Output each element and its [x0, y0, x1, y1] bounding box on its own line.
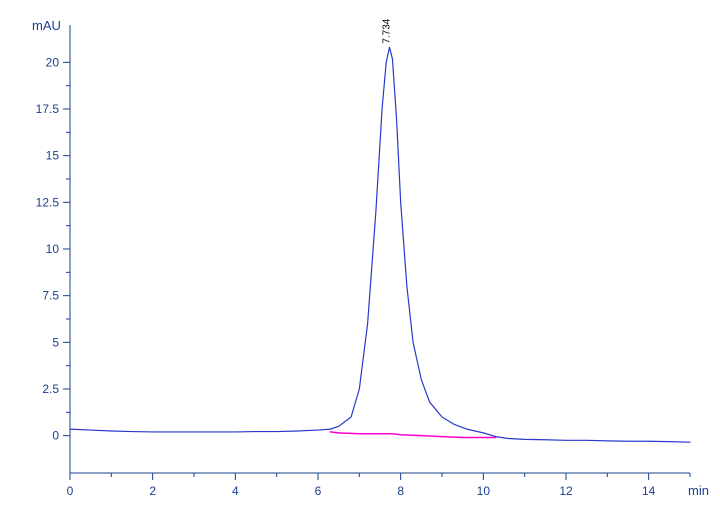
y-tick-label: 5: [52, 335, 59, 349]
chart-svg: 0 2 4 6 8 10 12 14 0 2.5 5 7.5 10 12.5 15 17.5 20 mAU min 7…: [0, 0, 720, 528]
x-tick-label: 6: [315, 484, 322, 498]
chromatogram-chart: 0 2 4 6 8 10 12 14 0 2.5 5 7.5 10 12.5 15 17.5 20 mAU min 7…: [0, 0, 720, 528]
y-tick-label: 17.5: [36, 102, 60, 116]
y-tick-label: 15: [46, 149, 60, 163]
x-axis-label: min: [688, 483, 709, 498]
y-tick-label: 10: [46, 242, 60, 256]
x-tick-label: 2: [149, 484, 156, 498]
y-axis-label: mAU: [32, 18, 61, 33]
x-tick-label: 4: [232, 484, 239, 498]
y-tick-label: 2.5: [42, 382, 59, 396]
x-tick-label: 12: [559, 484, 573, 498]
x-tick-label: 14: [642, 484, 656, 498]
peak-label: 7.734: [382, 18, 393, 43]
y-tick-label: 12.5: [36, 195, 60, 209]
x-tick-label: 10: [477, 484, 491, 498]
y-tick-label: 20: [46, 55, 60, 69]
y-tick-label: 0: [52, 429, 59, 443]
y-tick-label: 7.5: [42, 289, 59, 303]
x-tick-label: 0: [67, 484, 74, 498]
x-tick-label: 8: [397, 484, 404, 498]
